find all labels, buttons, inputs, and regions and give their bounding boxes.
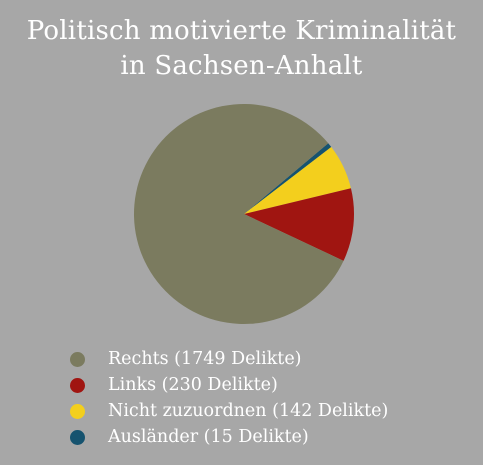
legend-swatch-links [70,377,85,393]
legend-label-auslaender: Ausländer (15 Delikte) [108,427,309,447]
slice-nicht-zuzuordnen [244,147,351,214]
legend-swatch-nicht-zuzuordnen [70,403,85,419]
legend-label-rechts: Rechts (1749 Delikte) [108,349,302,369]
slice-links [244,188,354,261]
legend-item-nicht-zuzuordnen: Nicht zuzuordnen (142 Delikte) [70,398,470,424]
legend: Rechts (1749 Delikte) Links (230 Delikte… [70,346,470,450]
legend-swatch-auslaender [70,429,85,445]
legend-label-nicht-zuzuordnen: Nicht zuzuordnen (142 Delikte) [108,401,389,421]
legend-swatch-rechts [70,351,85,367]
pie-slices [133,103,354,325]
slice-rechts [133,103,344,325]
legend-item-rechts: Rechts (1749 Delikte) [70,346,470,372]
chart-title-line-2: in Sachsen-Anhalt [120,51,363,81]
legend-item-links: Links (230 Delikte) [70,372,470,398]
legend-item-auslaender: Ausländer (15 Delikte) [70,424,470,450]
legend-label-links: Links (230 Delikte) [108,375,278,395]
chart-title: Politisch motivierte Kriminalität in Sac… [0,14,483,84]
chart-title-line-1: Politisch motivierte Kriminalität [26,16,457,46]
slice-auslaender [244,143,332,214]
